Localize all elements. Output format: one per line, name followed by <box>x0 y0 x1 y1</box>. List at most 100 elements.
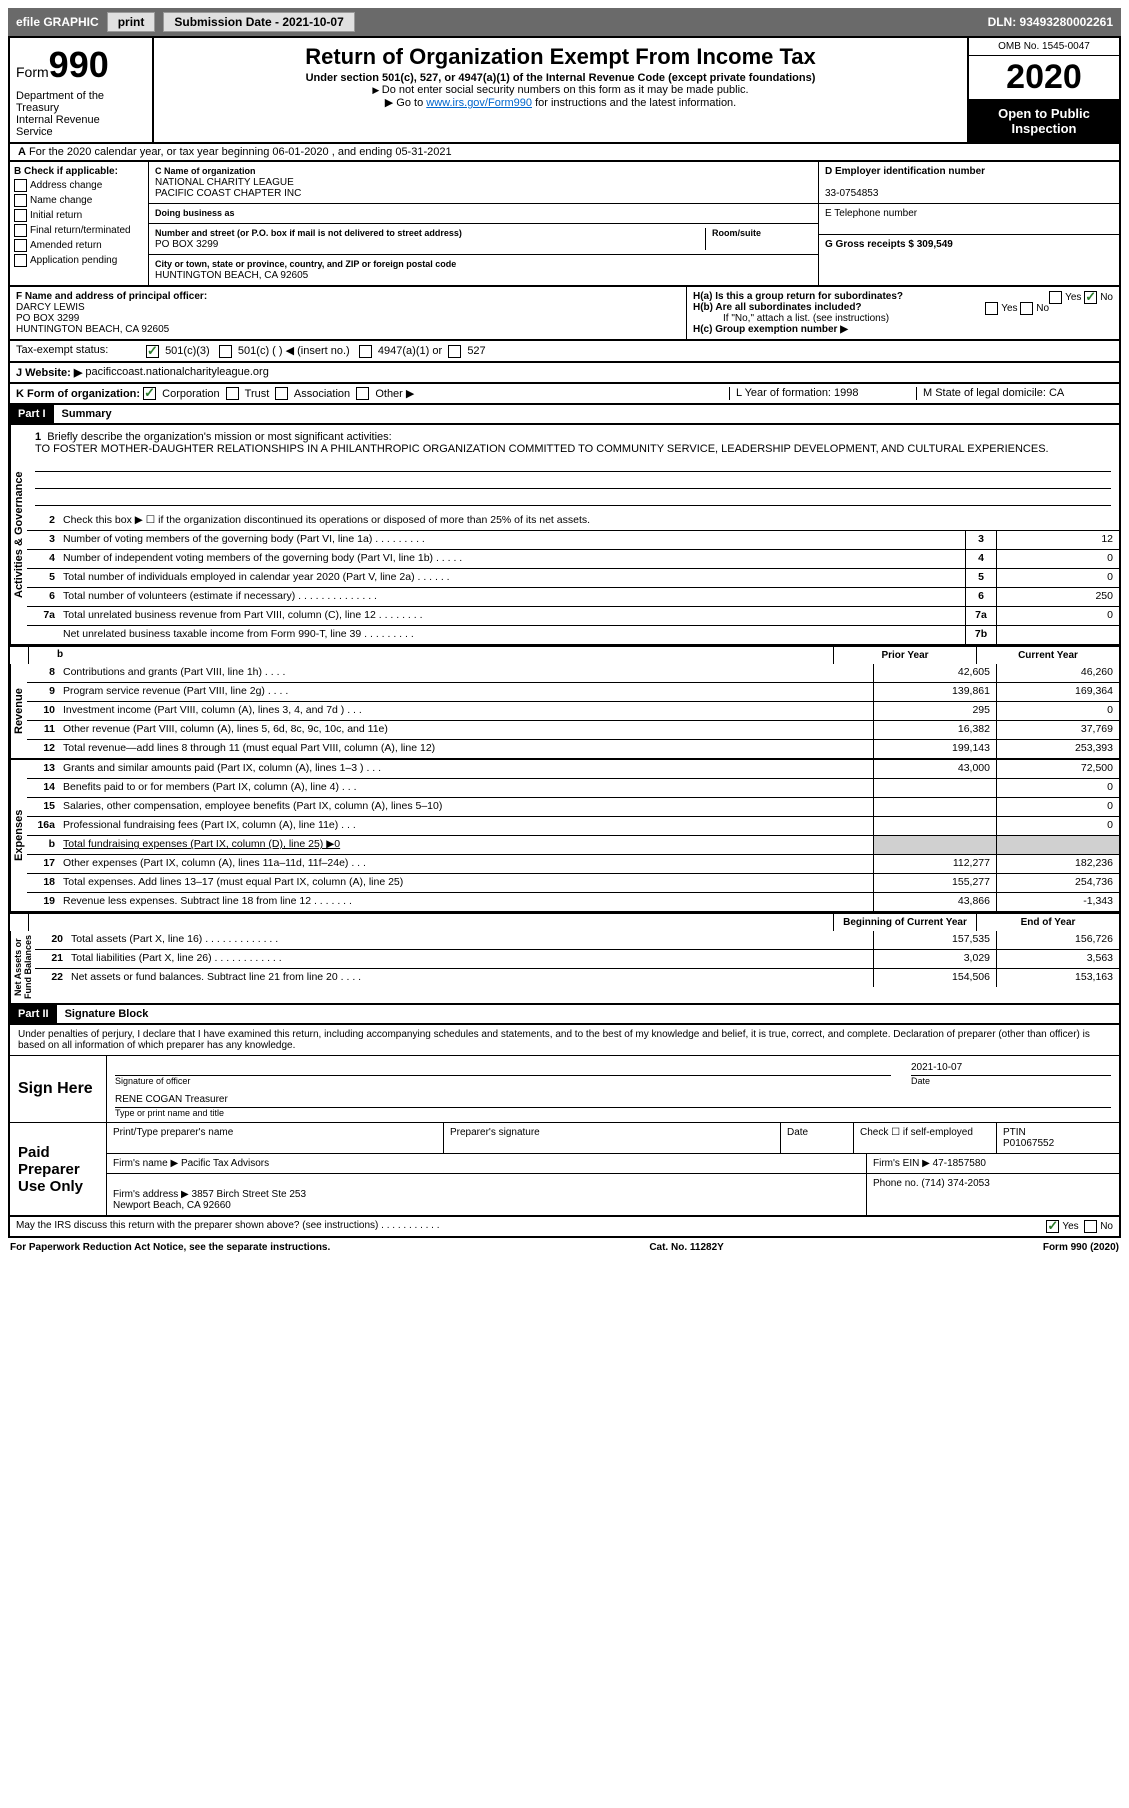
tax-year: 2020 <box>969 56 1119 100</box>
discuss-yes[interactable] <box>1046 1220 1059 1233</box>
line-18: 18Total expenses. Add lines 13–17 (must … <box>27 873 1119 892</box>
part-2-title: Signature Block <box>57 1008 149 1020</box>
org-address: PO BOX 3299 <box>155 239 218 250</box>
form-header: Form990 Department of the Treasury Inter… <box>8 36 1121 144</box>
form-title: Return of Organization Exempt From Incom… <box>162 44 959 70</box>
line-9: 9Program service revenue (Part VIII, lin… <box>27 682 1119 701</box>
col-c-org: C Name of organization NATIONAL CHARITY … <box>149 162 818 285</box>
cb-pending[interactable]: Application pending <box>14 254 144 267</box>
year-formation: L Year of formation: 1998 <box>729 387 916 401</box>
irs-link[interactable]: www.irs.gov/Form990 <box>426 97 532 109</box>
officer-name-title: RENE COGAN Treasurer <box>115 1092 1111 1108</box>
net-assets-section: Beginning of Current Year End of Year Ne… <box>8 913 1121 1005</box>
line-12: 12Total revenue—add lines 8 through 11 (… <box>27 739 1119 758</box>
part-1-title: Summary <box>54 408 112 420</box>
firm-ein: 47-1857580 <box>933 1158 986 1169</box>
form-word: Form <box>16 64 49 80</box>
governance-lines: 2 Check this box ▶ ☐ if the organization… <box>27 512 1119 644</box>
line-22: 22Net assets or fund balances. Subtract … <box>35 968 1119 987</box>
submission-date: Submission Date - 2021-10-07 <box>163 12 354 32</box>
brief-mission: 1 Briefly describe the organization's mi… <box>27 425 1119 512</box>
discuss-row: May the IRS discuss this return with the… <box>8 1217 1121 1238</box>
line-15: 15Salaries, other compensation, employee… <box>27 797 1119 816</box>
cb-corp[interactable] <box>143 387 156 400</box>
line-2: 2 Check this box ▶ ☐ if the organization… <box>27 512 1119 530</box>
current-year-header: Current Year <box>976 647 1119 664</box>
begin-year-header: Beginning of Current Year <box>833 914 976 931</box>
cb-4947[interactable] <box>359 345 372 358</box>
form-subtitle: Under section 501(c), 527, or 4947(a)(1)… <box>162 72 959 84</box>
website-url: pacificcoast.nationalcharityleague.org <box>85 366 268 379</box>
line-17: 17Other expenses (Part IX, column (A), l… <box>27 854 1119 873</box>
line-19: 19Revenue less expenses. Subtract line 1… <box>27 892 1119 911</box>
omb-number: OMB No. 1545-0047 <box>969 38 1119 56</box>
cb-name-change[interactable]: Name change <box>14 194 144 207</box>
line-16a: 16aProfessional fundraising fees (Part I… <box>27 816 1119 835</box>
cb-address-change[interactable]: Address change <box>14 179 144 192</box>
vert-expenses: Expenses <box>10 760 27 911</box>
part-1: Part I Summary <box>8 405 1121 425</box>
org-city: HUNTINGTON BEACH, CA 92605 <box>155 270 308 281</box>
dept-treasury: Department of the Treasury Internal Reve… <box>16 90 136 138</box>
line-13: 13Grants and similar amounts paid (Part … <box>27 760 1119 778</box>
line-6: 6 Total number of volunteers (estimate i… <box>27 587 1119 606</box>
paperwork-notice: For Paperwork Reduction Act Notice, see … <box>10 1242 330 1253</box>
print-button[interactable]: print <box>107 12 156 32</box>
cb-final-return[interactable]: Final return/terminated <box>14 224 144 237</box>
ein: 33-0754853 <box>825 188 878 199</box>
cat-no: Cat. No. 11282Y <box>649 1242 723 1253</box>
vert-governance: Activities & Governance <box>10 425 27 644</box>
line-21: 21Total liabilities (Part X, line 26) . … <box>35 949 1119 968</box>
form-year-cell: OMB No. 1545-0047 2020 Open to Public In… <box>967 38 1119 142</box>
cb-501c[interactable] <box>219 345 232 358</box>
cb-527[interactable] <box>448 345 461 358</box>
ssn-note: Do not enter social security numbers on … <box>162 84 959 96</box>
cb-other[interactable] <box>356 387 369 400</box>
part-2: Part II Signature Block <box>8 1005 1121 1025</box>
line-11: 11Other revenue (Part VIII, column (A), … <box>27 720 1119 739</box>
cb-501c3[interactable] <box>146 345 159 358</box>
firm-phone: (714) 374-2053 <box>921 1178 989 1189</box>
col-b-checkboxes: B Check if applicable: Address change Na… <box>10 162 149 285</box>
line-7a: 7a Total unrelated business revenue from… <box>27 606 1119 625</box>
col-d-ein: D Employer identification number 33-0754… <box>818 162 1119 285</box>
efile-label: efile GRAPHIC <box>16 15 99 29</box>
end-year-header: End of Year <box>976 914 1119 931</box>
sign-here-row: Sign Here Signature of officer 2021-10-0… <box>10 1055 1119 1122</box>
cb-amended[interactable]: Amended return <box>14 239 144 252</box>
part-1-header: Part I <box>10 405 54 423</box>
line-7b: Net unrelated business taxable income fr… <box>27 625 1119 644</box>
perjury-statement: Under penalties of perjury, I declare th… <box>10 1025 1119 1055</box>
vert-net-assets: Net Assets or Fund Balances <box>10 931 35 1003</box>
net-lines: 20Total assets (Part X, line 16) . . . .… <box>35 931 1119 1003</box>
row-a-year: A For the 2020 calendar year, or tax yea… <box>8 144 1121 162</box>
submission-header: efile GRAPHIC print Submission Date - 20… <box>8 8 1121 36</box>
part-2-header: Part II <box>10 1005 57 1023</box>
sign-here-label: Sign Here <box>10 1056 107 1122</box>
state-domicile: M State of legal domicile: CA <box>916 387 1113 401</box>
revenue-lines: 8Contributions and grants (Part VIII, li… <box>27 664 1119 758</box>
line-14: 14Benefits paid to or for members (Part … <box>27 778 1119 797</box>
signature-block: Under penalties of perjury, I declare th… <box>8 1025 1121 1217</box>
cb-trust[interactable] <box>226 387 239 400</box>
page-footer: For Paperwork Reduction Act Notice, see … <box>8 1238 1121 1257</box>
expenses-section: Expenses 13Grants and similar amounts pa… <box>8 760 1121 913</box>
firm-name: Pacific Tax Advisors <box>181 1158 269 1169</box>
gross-receipts: G Gross receipts $ 309,549 <box>825 239 953 250</box>
org-name: NATIONAL CHARITY LEAGUE PACIFIC COAST CH… <box>155 177 301 199</box>
form-title-cell: Return of Organization Exempt From Incom… <box>154 38 967 142</box>
cb-assoc[interactable] <box>275 387 288 400</box>
line-10: 10Investment income (Part VIII, column (… <box>27 701 1119 720</box>
activities-governance: Activities & Governance 1 Briefly descri… <box>8 425 1121 646</box>
line-8: 8Contributions and grants (Part VIII, li… <box>27 664 1119 682</box>
section-bcd: B Check if applicable: Address change Na… <box>8 162 1121 287</box>
discuss-no[interactable] <box>1084 1220 1097 1233</box>
cb-initial-return[interactable]: Initial return <box>14 209 144 222</box>
sig-date: 2021-10-07 <box>911 1060 1111 1076</box>
line-4: 4 Number of independent voting members o… <box>27 549 1119 568</box>
website-row: J Website: ▶ pacificcoast.nationalcharit… <box>8 363 1121 384</box>
goto-note: ▶ Go to www.irs.gov/Form990 for instruct… <box>162 96 959 109</box>
revenue-section: b Prior Year Current Year Revenue 8Contr… <box>8 646 1121 760</box>
dln: DLN: 93493280002261 <box>988 15 1113 29</box>
line-3: 3 Number of voting members of the govern… <box>27 530 1119 549</box>
